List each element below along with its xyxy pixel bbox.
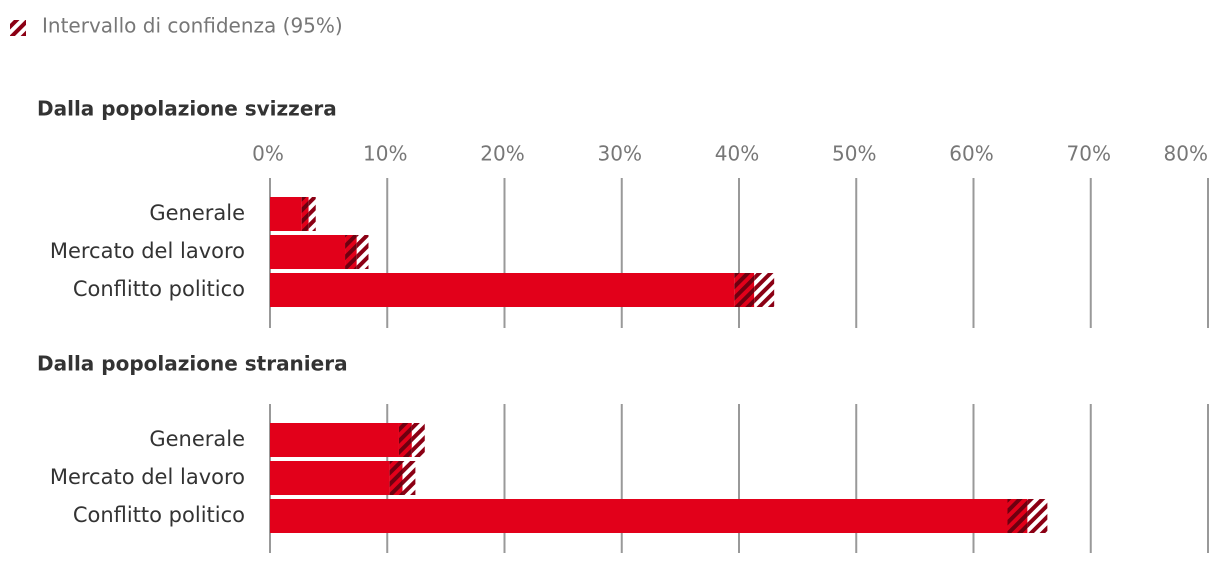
- ci-lower: [734, 273, 755, 307]
- x-tick-label: 80%: [1164, 142, 1208, 166]
- legend-swatch: [10, 20, 26, 36]
- ci-lower: [1007, 499, 1028, 533]
- category-label: Mercato del lavoro: [50, 239, 245, 263]
- x-tick-label: 10%: [363, 142, 407, 166]
- ci-upper: [1027, 499, 1048, 533]
- bar: [270, 235, 346, 269]
- x-tick-label: 0%: [252, 142, 284, 166]
- category-label: Generale: [149, 201, 245, 225]
- x-tick-label: 70%: [1067, 142, 1111, 166]
- category-label: Mercato del lavoro: [50, 465, 245, 489]
- x-tick-label: 20%: [480, 142, 524, 166]
- ci-upper: [402, 461, 416, 495]
- bar: [270, 461, 390, 495]
- ci-lower: [301, 197, 309, 231]
- category-label: Conflitto politico: [73, 503, 245, 527]
- x-tick-label: 50%: [832, 142, 876, 166]
- ci-upper: [754, 273, 775, 307]
- category-label: Conflitto politico: [73, 277, 245, 301]
- x-tick-label: 40%: [715, 142, 759, 166]
- ci-lower: [389, 461, 403, 495]
- ci-upper: [411, 423, 425, 457]
- ci-upper: [356, 235, 369, 269]
- panel-title: Dalla popolazione straniera: [37, 352, 348, 376]
- x-tick-label: 30%: [598, 142, 642, 166]
- bar: [270, 499, 1008, 533]
- ci-lower: [345, 235, 357, 269]
- category-label: Generale: [149, 427, 245, 451]
- bar: [270, 273, 735, 307]
- ci-upper: [308, 197, 316, 231]
- ci-lower: [398, 423, 412, 457]
- legend-label: Intervallo di confidenza (95%): [42, 14, 343, 38]
- x-tick-label: 60%: [949, 142, 993, 166]
- bar: [270, 197, 302, 231]
- bar: [270, 423, 399, 457]
- panel-title: Dalla popolazione svizzera: [37, 97, 337, 121]
